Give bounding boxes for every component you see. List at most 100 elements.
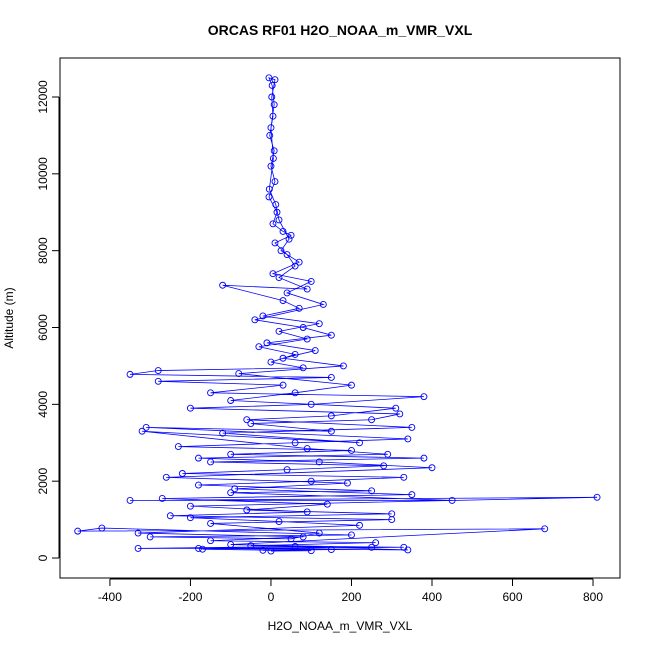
data-point: [348, 531, 355, 539]
data-point: [303, 508, 311, 516]
data-point: [279, 297, 287, 305]
data-point: [271, 178, 279, 185]
data-point: [134, 529, 142, 537]
data-point: [315, 458, 323, 466]
data-point: [243, 506, 251, 514]
data-point: [266, 131, 274, 139]
data-point: [283, 289, 291, 297]
data-point: [283, 466, 291, 474]
data-point: [154, 367, 162, 374]
data-point: [271, 76, 279, 84]
data-point: [186, 404, 194, 412]
y-tick-label: 0: [36, 554, 50, 561]
data-point: [207, 389, 215, 397]
data-point: [138, 427, 146, 435]
data-point: [219, 281, 227, 289]
data-point: [227, 450, 235, 458]
data-point: [356, 439, 363, 447]
data-point: [247, 420, 255, 428]
data-point: [368, 543, 376, 551]
data-point: [380, 462, 388, 470]
data-point: [178, 470, 186, 477]
data-point: [273, 208, 281, 216]
data-point: [420, 393, 428, 401]
data-point: [348, 446, 355, 454]
data-point: [268, 93, 276, 101]
data-point: [267, 547, 275, 555]
data-point: [275, 327, 283, 335]
data-point: [428, 464, 436, 472]
data-point: [243, 416, 251, 424]
data-point: [235, 370, 243, 378]
data-point: [251, 316, 259, 324]
data-point: [400, 473, 408, 481]
data-point: [195, 454, 202, 462]
chart-title: ORCAS RF01 H2O_NOAA_m_VMR_VXL: [208, 22, 473, 38]
data-point: [146, 533, 154, 541]
data-point: [307, 477, 315, 485]
data-point: [283, 251, 291, 258]
data-point: [186, 514, 194, 522]
data-line: [77, 77, 598, 552]
data-point: [327, 412, 335, 420]
data-point: [265, 193, 273, 201]
data-point: [368, 487, 376, 495]
data-point: [299, 533, 307, 541]
y-tick-label: 10000: [36, 157, 50, 191]
data-point: [231, 485, 239, 493]
data-point: [287, 535, 295, 543]
data-point: [186, 502, 194, 510]
data-point: [126, 370, 134, 378]
data-point: [291, 350, 299, 358]
y-axis-label: Altitude (m): [2, 287, 16, 348]
data-point: [126, 496, 134, 504]
data-point: [166, 512, 174, 520]
data-point: [303, 285, 311, 293]
data-point: [327, 427, 335, 435]
data-point: [227, 397, 235, 404]
data-point: [265, 185, 273, 193]
data-point: [303, 335, 311, 343]
data-point: [142, 423, 150, 431]
data-point: [279, 354, 287, 362]
data-point: [368, 416, 376, 424]
data-point: [271, 239, 279, 247]
y-tick-label: 4000: [36, 391, 50, 418]
data-point: [275, 216, 283, 224]
data-point: [404, 435, 412, 443]
y-tick-label: 12000: [36, 80, 50, 114]
data-point: [307, 400, 315, 408]
data-point: [277, 247, 285, 255]
data-point: [267, 124, 275, 132]
data-point: [255, 343, 263, 351]
data-point: [299, 324, 307, 331]
data-point: [207, 537, 215, 545]
data-point: [263, 339, 271, 347]
data-point: [541, 525, 549, 533]
y-tick-label: 8000: [36, 237, 50, 264]
data-point: [74, 527, 82, 535]
x-tick-label: -200: [178, 590, 202, 604]
data-point: [396, 410, 404, 418]
data-point: [303, 445, 311, 452]
data-point: [400, 543, 408, 551]
data-point: [593, 493, 601, 501]
data-point: [270, 101, 278, 109]
data-point: [339, 362, 347, 370]
data-point: [327, 546, 335, 554]
data-point: [207, 458, 215, 466]
x-tick-label: -400: [98, 590, 122, 604]
data-point: [267, 358, 275, 366]
data-point: [174, 443, 182, 451]
data-point: [343, 479, 351, 487]
data-point: [199, 545, 206, 553]
data-point: [291, 543, 299, 550]
data-point: [270, 147, 278, 155]
data-point: [269, 220, 277, 228]
data-point: [285, 235, 293, 243]
data-point: [319, 301, 327, 308]
data-point: [247, 542, 255, 550]
data-point: [162, 473, 170, 481]
plot-box: [59, 57, 621, 579]
